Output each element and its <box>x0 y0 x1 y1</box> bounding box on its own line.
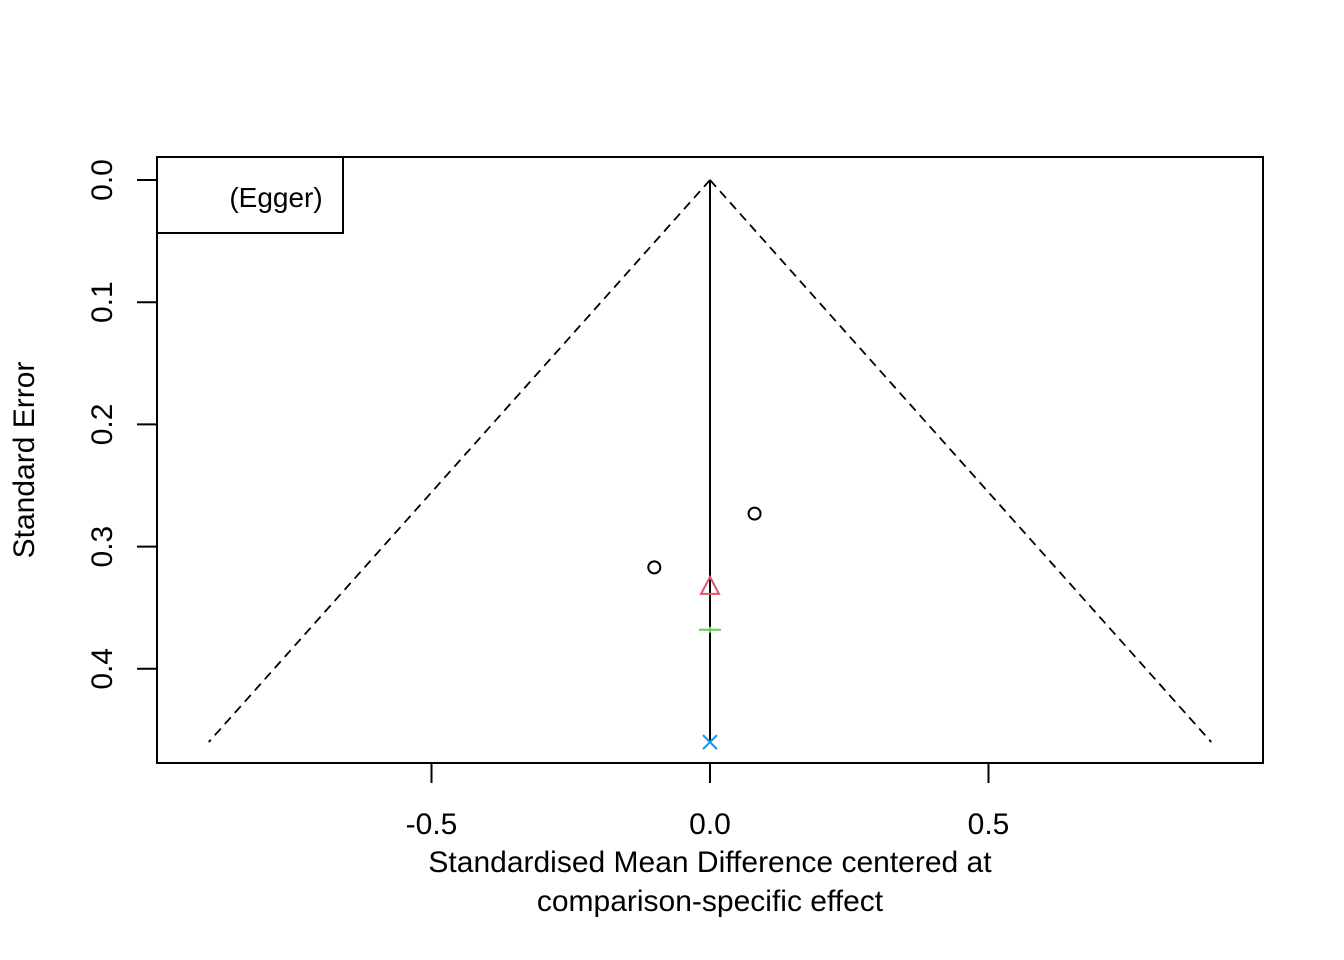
y-tick-label: 0.0 <box>86 159 119 201</box>
funnel-lines <box>208 179 1212 743</box>
x-axis: -0.5 0.0 0.5 <box>406 762 1010 841</box>
x-axis-title-line2: comparison-specific effect <box>537 885 884 918</box>
funnel-left-line <box>208 179 711 743</box>
study-point-circle <box>747 506 762 521</box>
x-tick-label: -0.5 <box>406 808 458 841</box>
legend-box <box>156 156 344 234</box>
legend: (Egger) <box>156 156 344 234</box>
point-cross <box>702 734 718 750</box>
y-tick-label: 0.2 <box>86 404 119 446</box>
data-points <box>647 506 762 750</box>
point-plus <box>699 626 721 633</box>
y-tick-label: 0.1 <box>86 281 119 323</box>
y-tick-label: 0.3 <box>86 526 119 568</box>
study-point-circle <box>647 560 662 575</box>
x-tick-label: 0.0 <box>689 808 731 841</box>
x-axis-title-line1: Standardised Mean Difference centered at <box>428 846 992 879</box>
x-tick-label: 0.5 <box>968 808 1010 841</box>
y-axis-title: Standard Error <box>8 362 41 559</box>
y-axis: 0.0 0.1 0.2 0.3 0.4 <box>86 159 158 690</box>
y-tick-label: 0.4 <box>86 648 119 690</box>
legend-label: (Egger) <box>229 182 322 213</box>
funnel-right-line <box>709 179 1212 743</box>
point-triangle <box>699 574 721 595</box>
